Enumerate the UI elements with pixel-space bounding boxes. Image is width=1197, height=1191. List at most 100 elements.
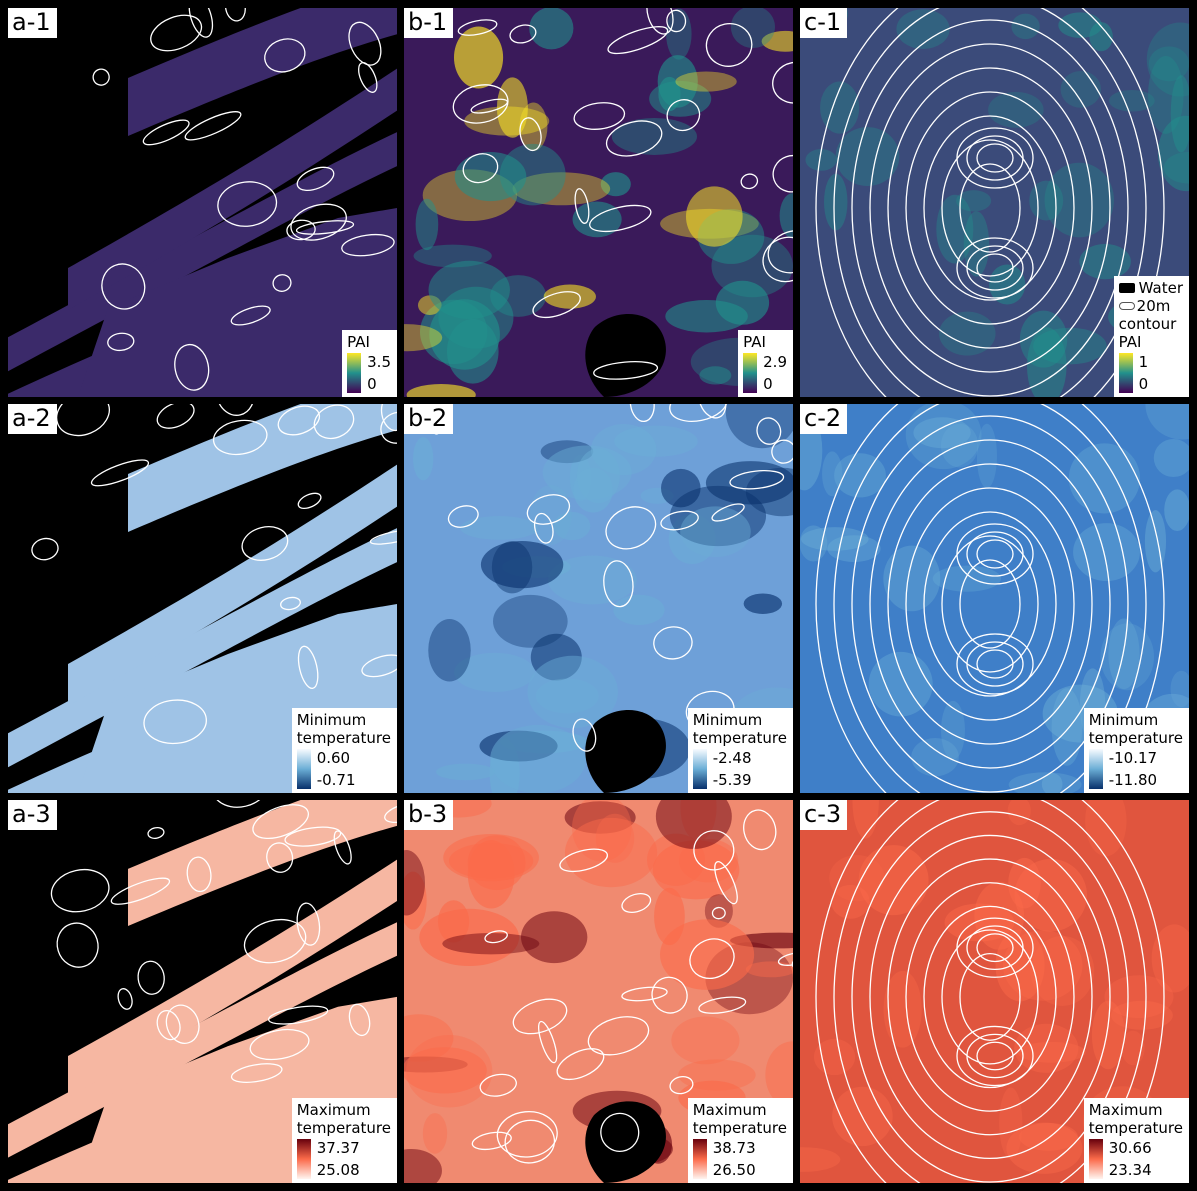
land-patch bbox=[529, 8, 573, 49]
legend-max: 3.5 bbox=[367, 353, 391, 371]
panel-b-2: b-2 Minimum temperature -2.48 -5.39 bbox=[404, 404, 793, 793]
land-patch bbox=[660, 919, 754, 990]
legend-title: Maximum bbox=[297, 1101, 391, 1119]
land-patch bbox=[661, 469, 701, 508]
land-patch bbox=[883, 546, 940, 612]
land-patch bbox=[429, 261, 510, 319]
legend-title: Maximum bbox=[1089, 1101, 1183, 1119]
legend: PAI 3.5 0 bbox=[342, 330, 397, 397]
legend-max: 0.60 bbox=[317, 749, 356, 767]
legend-max: 1 bbox=[1139, 353, 1149, 371]
land-patch bbox=[1145, 510, 1166, 572]
color-ramp bbox=[1089, 1139, 1103, 1179]
land-patch bbox=[544, 285, 596, 309]
color-ramp bbox=[693, 1139, 707, 1179]
land-patch bbox=[1148, 56, 1184, 134]
panel-label: a-2 bbox=[8, 404, 57, 434]
legend-min: 0 bbox=[1139, 375, 1149, 393]
land-patch bbox=[447, 319, 499, 384]
land-patch bbox=[706, 461, 793, 504]
legend: Minimum temperature 0.60 -0.71 bbox=[292, 708, 397, 793]
land-patch bbox=[613, 595, 664, 625]
legend-title: temperature bbox=[1089, 1119, 1183, 1137]
land-patch bbox=[573, 468, 612, 513]
panel-a-1: a-1 PAI 3.5 0 bbox=[8, 8, 397, 397]
legend: Water 20m contour PAI 1 0 bbox=[1114, 276, 1189, 397]
contour-label: 20m bbox=[1137, 297, 1171, 315]
land-patch bbox=[822, 451, 842, 496]
land-patch bbox=[744, 593, 782, 613]
land-patch bbox=[490, 725, 586, 793]
legend-title: temperature bbox=[693, 1119, 787, 1137]
legend-title: Minimum bbox=[693, 711, 787, 729]
contour-label-2: contour bbox=[1119, 315, 1183, 333]
color-ramp bbox=[1089, 749, 1103, 789]
map-a-1 bbox=[8, 8, 397, 397]
color-ramp bbox=[693, 749, 707, 789]
legend-max: -10.17 bbox=[1109, 749, 1157, 767]
panel-c-2: c-2 Minimum temperature -10.17 -11.80 bbox=[800, 404, 1189, 793]
legend-max: 38.73 bbox=[713, 1139, 756, 1157]
legend-min: 26.50 bbox=[713, 1161, 756, 1179]
land-patch bbox=[1006, 1123, 1082, 1174]
land-patch bbox=[460, 516, 538, 540]
panel-a-3: a-3 Maximum temperature 37.37 25.08 bbox=[8, 800, 397, 1183]
panel-label: a-3 bbox=[8, 800, 57, 830]
map-b-1 bbox=[404, 8, 793, 397]
legend-max: 37.37 bbox=[317, 1139, 360, 1157]
legend-title: temperature bbox=[297, 1119, 391, 1137]
land-patch bbox=[836, 127, 900, 186]
land-patch bbox=[1069, 443, 1140, 513]
land-patch bbox=[423, 1113, 447, 1154]
land-patch bbox=[1033, 328, 1107, 365]
panel-label: a-1 bbox=[8, 8, 57, 38]
land-patch bbox=[428, 619, 470, 681]
color-ramp bbox=[347, 353, 361, 393]
legend-min: 23.34 bbox=[1109, 1161, 1152, 1179]
panel-label: b-1 bbox=[404, 8, 453, 38]
color-ramp bbox=[297, 1139, 311, 1179]
land-patch bbox=[591, 424, 656, 475]
legend: Minimum temperature -10.17 -11.80 bbox=[1084, 708, 1189, 793]
panel-label: c-1 bbox=[800, 8, 847, 38]
land-patch bbox=[443, 834, 539, 881]
land-patch bbox=[911, 738, 959, 776]
contour-swatch bbox=[1119, 302, 1135, 310]
panel-a-2: a-2 Minimum temperature 0.60 -0.71 bbox=[8, 404, 397, 793]
panel-b-1: b-1 PAI 2.9 0 bbox=[404, 8, 793, 397]
legend-max: 2.9 bbox=[763, 353, 787, 371]
land-patch bbox=[521, 911, 587, 963]
land-patch bbox=[665, 300, 748, 332]
land-patch bbox=[939, 312, 996, 356]
water-swatch bbox=[1119, 283, 1135, 293]
land-patch bbox=[404, 1047, 487, 1093]
legend-title: PAI bbox=[743, 333, 787, 351]
legend-title: temperature bbox=[693, 729, 787, 747]
land-patch bbox=[977, 424, 997, 488]
legend-title: PAI bbox=[347, 333, 391, 351]
legend-min: -11.80 bbox=[1109, 771, 1157, 789]
panel-label: c-2 bbox=[800, 404, 847, 434]
legend-max: -2.48 bbox=[713, 749, 752, 767]
legend-max: 30.66 bbox=[1109, 1139, 1152, 1157]
land-patch bbox=[1061, 71, 1101, 108]
legend-min: -0.71 bbox=[317, 771, 356, 789]
land-patch bbox=[884, 971, 922, 1048]
legend-title: Maximum bbox=[693, 1101, 787, 1119]
legend-title: Minimum bbox=[1089, 711, 1183, 729]
panel-label: b-2 bbox=[404, 404, 453, 434]
legend: Maximum temperature 30.66 23.34 bbox=[1084, 1098, 1189, 1183]
legend-min: -5.39 bbox=[713, 771, 752, 789]
land-patch bbox=[1029, 181, 1063, 221]
legend-min: 25.08 bbox=[317, 1161, 360, 1179]
land-patch bbox=[436, 764, 495, 781]
land-patch bbox=[699, 366, 731, 384]
panel-label: b-3 bbox=[404, 800, 453, 830]
land-patch bbox=[829, 855, 884, 901]
water-label: Water bbox=[1139, 279, 1183, 297]
panel-b-3: b-3 Maximum temperature 38.73 26.50 bbox=[404, 800, 793, 1183]
panel-c-3: c-3 Maximum temperature 30.66 23.34 bbox=[800, 800, 1189, 1183]
land-patch bbox=[416, 199, 439, 250]
color-ramp bbox=[297, 749, 311, 789]
